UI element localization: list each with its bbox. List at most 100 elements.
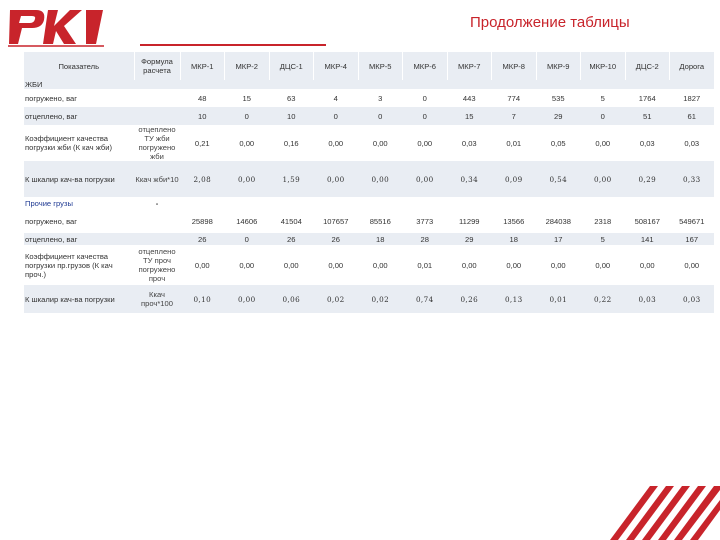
column-header: МКР-4	[313, 52, 359, 80]
column-header: МКР-5	[358, 52, 403, 80]
table-cell: 1764	[625, 89, 670, 107]
table-cell: 0,05	[536, 125, 581, 161]
row-formula	[134, 233, 180, 245]
table-cell: 0,21	[180, 125, 225, 161]
table-cell: 0,09	[491, 161, 536, 197]
section-title: ЖБИ	[24, 80, 134, 89]
row-label: отцеплено, ваг	[24, 107, 134, 125]
table-cell: 15	[224, 89, 269, 107]
table-cell: 0	[402, 89, 447, 107]
header-row: Показатель Формула расчета МКР-1 МКР-2 Д…	[24, 52, 715, 80]
table-cell: 0	[402, 107, 447, 125]
table-cell: 0,00	[625, 245, 670, 285]
corner-label: Показатель	[24, 52, 135, 80]
table-cell: 0,00	[447, 245, 492, 285]
table-cell: 0	[313, 107, 358, 125]
table-cell: 0	[224, 107, 269, 125]
table-cell: 0,00	[402, 161, 447, 197]
table-cell: 0,00	[358, 161, 403, 197]
table-cell: 0,00	[491, 245, 536, 285]
table-cell: 0,00	[269, 245, 314, 285]
row-formula: Ккач жби*10	[134, 161, 180, 197]
table-cell: 10	[269, 107, 314, 125]
table-cell: 48	[180, 89, 225, 107]
table-cell: 4	[313, 89, 358, 107]
table-cell: 0,00	[313, 125, 358, 161]
row-label: Коэффициент качества погрузки жби (К кач…	[24, 125, 134, 161]
table-cell: 3773	[402, 209, 447, 233]
page-title: Продолжение таблицы	[470, 14, 630, 31]
row-label: Коэффициент качества погрузки пр.грузов …	[24, 245, 134, 285]
section-marker: -	[134, 197, 180, 209]
row-label: погружено, ваг	[24, 89, 134, 107]
table-cell: 0,01	[491, 125, 536, 161]
table-cell: 26	[269, 233, 314, 245]
table-cell: 0,00	[224, 285, 269, 313]
formula-header: Формула расчета	[134, 52, 181, 80]
table-cell: 508167	[625, 209, 670, 233]
column-header: МКР-1	[180, 52, 225, 80]
table-cell: 167	[669, 233, 714, 245]
column-header: МКР-2	[224, 52, 270, 80]
table-cell: 0,00	[536, 245, 581, 285]
table-cell: 0,00	[358, 125, 403, 161]
section-row: ЖБИ	[24, 80, 714, 89]
table-cell: 549671	[669, 209, 714, 233]
table-row: отцеплено, ваг 26 0 26 26 18 28 29 18 17 5 141 167	[24, 233, 714, 245]
table-cell: 18	[491, 233, 536, 245]
table-cell: 0,74	[402, 285, 447, 313]
table-cell: 0,00	[224, 245, 269, 285]
row-label: отцеплено, ваг	[24, 233, 134, 245]
table-cell: 29	[447, 233, 492, 245]
table-cell: 5	[580, 233, 625, 245]
table-cell: 0,00	[580, 245, 625, 285]
table-cell: 141	[625, 233, 670, 245]
table-cell: 0,00	[580, 125, 625, 161]
column-header: МКР-7	[447, 52, 492, 80]
table-cell: 0,00	[580, 161, 625, 197]
table-row: погружено, ваг 25898 14606 41504 107657 85516…	[24, 209, 714, 233]
table-cell: 0,01	[402, 245, 447, 285]
table-cell: 535	[536, 89, 581, 107]
table-cell: 0	[224, 233, 269, 245]
table-cell: 61	[669, 107, 714, 125]
column-header: Дорога	[669, 52, 715, 80]
table-cell: 0,03	[625, 125, 670, 161]
table-cell: 25898	[180, 209, 225, 233]
table-cell: 51	[625, 107, 670, 125]
table-cell: 0,00	[358, 245, 403, 285]
column-header: МКР-10	[580, 52, 626, 80]
decorative-stripes	[610, 486, 720, 540]
table-cell: 0,00	[224, 161, 269, 197]
row-formula: отцеплено ТУ жби погружено жби	[134, 125, 180, 161]
section-row: Прочие грузы -	[24, 197, 714, 209]
table-cell: 1827	[669, 89, 714, 107]
table-cell: 0,10	[180, 285, 225, 313]
table-cell: 0,00	[402, 125, 447, 161]
table-cell: 0,00	[669, 245, 714, 285]
column-header: ДЦС-2	[625, 52, 670, 80]
table-cell: 0,22	[580, 285, 625, 313]
table-cell: 0,34	[447, 161, 492, 197]
table-cell: 26	[180, 233, 225, 245]
table-cell: 28	[402, 233, 447, 245]
column-header: МКР-8	[491, 52, 537, 80]
table-cell: 0,02	[358, 285, 403, 313]
table-cell: 26	[313, 233, 358, 245]
table-cell: 2,08	[180, 161, 225, 197]
table-cell: 0,54	[536, 161, 581, 197]
table-cell: 0,03	[669, 285, 714, 313]
data-table: Показатель Формула расчета МКР-1 МКР-2 Д…	[24, 52, 715, 313]
table-cell: 0,00	[313, 245, 358, 285]
table-cell: 18	[358, 233, 403, 245]
row-formula: отцеплено ТУ проч погружено проч	[134, 245, 180, 285]
table-cell: 10	[180, 107, 225, 125]
table-cell: 41504	[269, 209, 314, 233]
rzd-logo	[8, 10, 104, 47]
table-cell: 3	[358, 89, 403, 107]
column-header: ДЦС-1	[269, 52, 314, 80]
table-row: Коэффициент качества погрузки жби (К кач…	[24, 125, 714, 161]
table-cell: 0,01	[536, 285, 581, 313]
table-cell: 0,03	[669, 125, 714, 161]
row-formula	[134, 107, 180, 125]
